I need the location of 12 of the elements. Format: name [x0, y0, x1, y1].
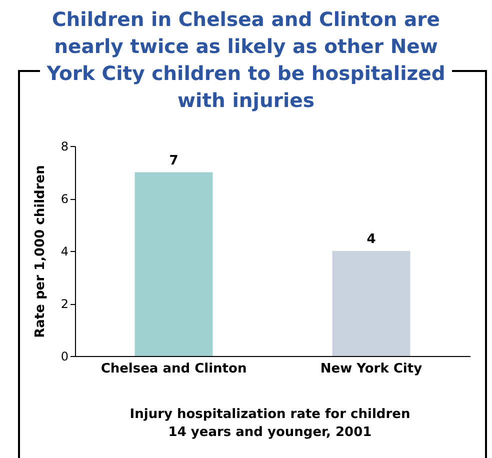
x-tick-label: New York City — [320, 362, 423, 376]
y-tick-label: 0 — [60, 350, 68, 364]
x-tick-label: Chelsea and Clinton — [100, 362, 247, 376]
y-tick-label: 4 — [60, 244, 68, 258]
data-label: 7 — [169, 153, 178, 168]
y-tick-label: 6 — [60, 192, 68, 206]
y-tick-label: 8 — [60, 140, 68, 154]
y-tick-label: 2 — [60, 297, 68, 311]
chart-title: Children in Chelsea and Clinton are nearly twice as likely as other New York City children to be hospitalized with injuries — [40, 6, 452, 114]
y-axis-title: Rate per 1,000 children — [32, 165, 48, 338]
x-axis-title: Injury hospitalization rate for children 14 years and younger, 2001 — [128, 406, 412, 442]
data-label: 4 — [366, 232, 376, 247]
